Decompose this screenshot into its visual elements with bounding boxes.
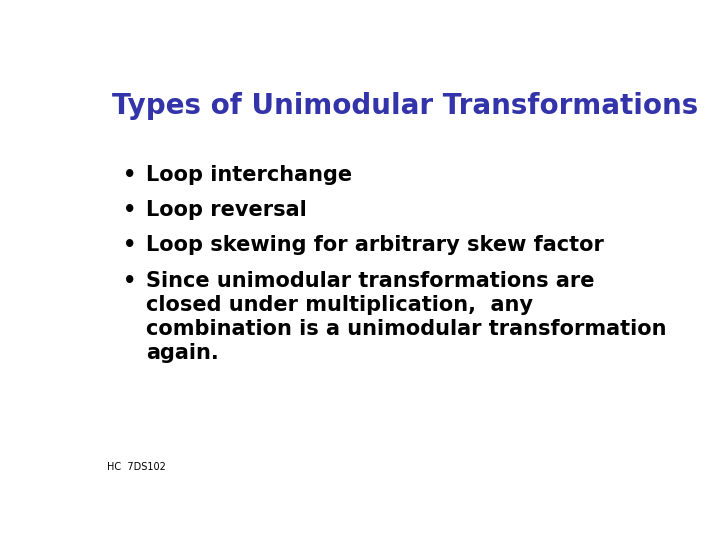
Text: •: •: [124, 200, 137, 220]
Text: Types of Unimodular Transformations: Types of Unimodular Transformations: [112, 92, 698, 120]
Text: Loop interchange: Loop interchange: [145, 165, 352, 185]
Text: •: •: [124, 271, 137, 291]
Text: Loop reversal: Loop reversal: [145, 200, 307, 220]
Text: Loop skewing for arbitrary skew factor: Loop skewing for arbitrary skew factor: [145, 235, 603, 255]
Text: Since unimodular transformations are
closed under multiplication,  any
combinati: Since unimodular transformations are clo…: [145, 271, 666, 363]
Text: •: •: [124, 165, 137, 185]
Text: •: •: [124, 235, 137, 255]
Text: HC  7DS102: HC 7DS102: [107, 462, 166, 472]
